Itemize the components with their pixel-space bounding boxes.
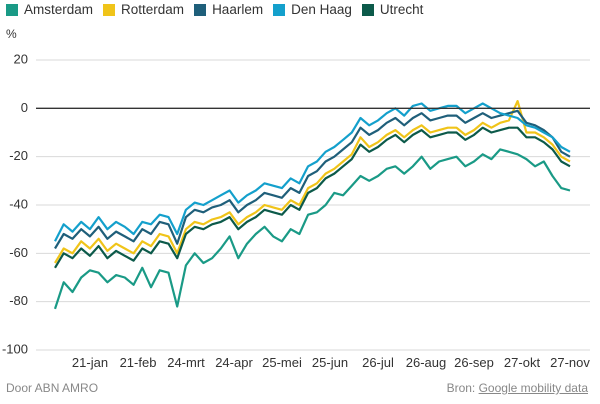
x-tick-label: 25-jun [312, 355, 348, 370]
footer-source-prefix: Bron: [446, 381, 476, 395]
chart-series-lines [53, 100, 571, 310]
y-tick-label: -80 [9, 293, 28, 308]
x-tick-label: 27-nov [550, 355, 590, 370]
legend-swatch-den-haag [273, 3, 286, 16]
x-tick-label: 25-mei [262, 355, 302, 370]
legend-label-haarlem: Haarlem [212, 2, 264, 17]
x-tick-label: 26-sep [454, 355, 494, 370]
y-tick-label: -60 [9, 245, 28, 260]
y-axis-unit-label: % [6, 27, 17, 41]
x-tick-label: 24-apr [215, 355, 253, 370]
y-tick-label: -100 [2, 341, 28, 356]
x-tick-label: 26-aug [406, 355, 446, 370]
legend-label-den-haag: Den Haag [291, 2, 352, 17]
x-tick-label: 26-jul [362, 355, 394, 370]
footer-source: Bron: Google mobility data [447, 381, 588, 395]
legend-item-den-haag: Den Haag [273, 2, 352, 17]
legend-swatch-haarlem [194, 3, 207, 16]
y-axis-ticks: 20 0 -20 -40 -60 -80 -100 [2, 51, 28, 356]
series-line-amsterdam [53, 148, 571, 310]
x-tick-label: 24-mrt [167, 355, 205, 370]
x-tick-label: 21-feb [120, 355, 157, 370]
footer-author: Door ABN AMRO [6, 381, 99, 395]
footer-source-link[interactable]: Google mobility data [478, 381, 588, 395]
legend-label-rotterdam: Rotterdam [121, 2, 185, 17]
legend-label-amsterdam: Amsterdam [24, 2, 94, 17]
chart-gridlines [36, 59, 590, 351]
y-tick-label: -40 [9, 196, 28, 211]
x-tick-label: 21-jan [72, 355, 108, 370]
series-line-den-haag [54, 102, 571, 242]
legend-item-utrecht: Utrecht [361, 2, 424, 17]
series-line-haarlem [54, 109, 571, 250]
series-line-utrecht [54, 126, 571, 269]
legend-label-utrecht: Utrecht [379, 2, 424, 17]
legend-item-haarlem: Haarlem [194, 2, 263, 17]
y-tick-label: 20 [14, 51, 28, 66]
legend-item-rotterdam: Rotterdam [103, 2, 184, 17]
y-tick-label: 0 [21, 100, 28, 115]
chart-legend: Amsterdam Rotterdam Haarlem Den Haag Utr… [6, 2, 433, 17]
series-line-rotterdam [54, 100, 571, 264]
x-axis-ticks: 21-jan 21-feb 24-mrt 24-apr 25-mei 25-jun 26-j… [72, 355, 590, 370]
x-tick-label: 27-okt [504, 355, 541, 370]
legend-swatch-amsterdam [6, 3, 18, 16]
legend-item-amsterdam: Amsterdam [6, 2, 93, 17]
legend-swatch-rotterdam [103, 3, 116, 16]
legend-swatch-utrecht [361, 3, 374, 16]
y-tick-label: -20 [9, 148, 28, 163]
